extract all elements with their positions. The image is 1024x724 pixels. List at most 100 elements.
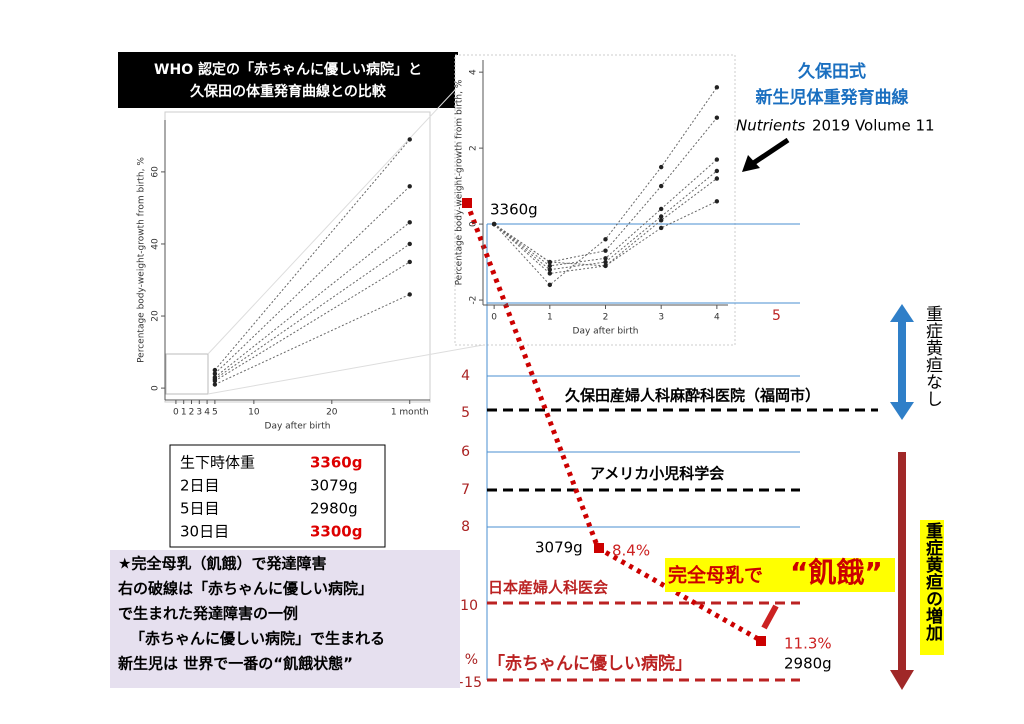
highlight <box>920 520 944 655</box>
point <box>603 237 608 242</box>
point <box>714 157 720 162</box>
point <box>603 259 608 265</box>
zoom-line <box>207 59 484 355</box>
point <box>658 218 664 223</box>
zoom-line <box>207 344 484 395</box>
weight-label: 2980g <box>784 655 832 673</box>
x-tick-label: 0 <box>173 408 179 418</box>
table-cell: 3079g <box>310 477 358 495</box>
series-line <box>493 200 718 267</box>
scale-lines <box>486 223 878 682</box>
point <box>407 292 412 297</box>
series-line <box>493 87 718 286</box>
x-tick-label: 3 <box>196 408 202 418</box>
side-label: 重症黄疸なし <box>922 305 943 407</box>
point <box>714 168 720 174</box>
y-tick-label: 20 <box>151 310 161 322</box>
point <box>491 221 497 227</box>
point <box>658 183 664 189</box>
scale-label: 8 <box>461 519 470 535</box>
table-cell: 30日目 <box>180 523 229 541</box>
scale-label: 5 <box>772 308 781 324</box>
point <box>547 263 553 269</box>
title-box <box>118 52 458 108</box>
point <box>547 282 553 288</box>
hospital: 久保田産婦人科麻酔科医院（福岡市） <box>565 387 820 405</box>
table-cell: 5日目 <box>180 500 220 518</box>
series-line <box>214 221 411 378</box>
x-tick-label: 1 <box>181 408 187 418</box>
scale-label: 6 <box>461 444 470 460</box>
arrow-head <box>890 402 914 420</box>
note-line: 右の破線は「赤ちゃんに優しい病院」 <box>118 580 373 598</box>
y-axis-label: Percentage body-weight-growth from birth… <box>137 157 147 363</box>
title: 久保田の体重発育曲線との比較 <box>189 83 387 100</box>
kubota-title: 久保田式 <box>798 61 866 82</box>
point <box>714 115 720 120</box>
series-line <box>214 243 411 380</box>
table-cell: 2980g <box>310 500 358 518</box>
point <box>714 199 720 204</box>
side-label: 重症黄疸の増加 <box>922 521 944 642</box>
point <box>603 256 608 261</box>
starve-label: “飢餓” <box>790 556 883 589</box>
x-tick-label: 10 <box>248 408 260 418</box>
series-line <box>214 185 411 375</box>
point <box>714 85 720 90</box>
x-tick-label: 5 <box>212 408 218 418</box>
y-tick-label: 40 <box>151 238 161 250</box>
title: WHO 認定の「赤ちゃんに優しい病院」と <box>154 61 422 78</box>
zoom-box <box>165 353 209 395</box>
y-axis-label: Percentage body-weight-growth from birth… <box>455 79 465 285</box>
x-tick-label: 2 <box>189 408 195 418</box>
x-tick-label: 1 <box>547 313 553 323</box>
birth-weight: 3360g <box>490 201 538 219</box>
point <box>603 263 608 269</box>
table-cell: 3300g <box>310 523 363 541</box>
loss-label: 8.4% <box>612 542 650 560</box>
scale-label: 10 <box>460 598 478 614</box>
point <box>714 176 720 181</box>
scale-label: 4 <box>461 368 470 384</box>
point <box>658 164 664 170</box>
point <box>658 225 664 231</box>
y-tick-label: -2 <box>469 296 479 305</box>
point <box>407 137 412 142</box>
note: ★完全母乳（飢餓）で発達障害右の破線は「赤ちゃんに優しい病院」で生まれた発達障害… <box>118 555 385 673</box>
note-box <box>110 550 460 688</box>
note-line: で生まれた発達障害の一例 <box>118 605 298 623</box>
weight-label: 3079g <box>535 539 583 557</box>
scale-label: 7 <box>461 482 470 498</box>
citation: 2019 Volume 11 <box>812 117 935 135</box>
arrow <box>750 137 790 167</box>
series-line <box>493 178 718 274</box>
point <box>603 248 608 253</box>
table-cell: 2日目 <box>180 477 220 495</box>
x-tick-label: 1 month <box>391 408 429 418</box>
loss-label: 11.3% <box>784 635 832 653</box>
note-line: ★完全母乳（飢餓）で発達障害 <box>118 555 326 573</box>
point <box>547 267 553 272</box>
note-line: 「赤ちゃんに優しい病院」で生まれる <box>130 630 385 648</box>
scale-label: % <box>465 652 478 668</box>
scale-label: 5 <box>461 405 470 421</box>
hospital: アメリカ小児科学会 <box>590 465 724 483</box>
point <box>407 241 412 247</box>
highlight <box>665 558 895 592</box>
series-line <box>214 293 410 385</box>
point <box>462 198 472 208</box>
x-tick-label: 4 <box>204 408 210 418</box>
hospital: 「赤ちゃんに優しい病院」 <box>488 653 692 674</box>
starve-label: 完全母乳で <box>668 564 763 587</box>
arrow-head <box>890 304 914 322</box>
table-body: 生下時体重 3360g 2日目 3079g 5日目 2980g 30日目 3300g <box>180 454 363 541</box>
x-tick-label: 2 <box>603 313 609 323</box>
point <box>547 259 553 265</box>
x-axis-label: Day after birth <box>265 422 331 432</box>
y-tick-label: 4 <box>469 69 479 75</box>
point <box>212 378 218 384</box>
note-line: 新生児は 世界で一番の“飢餓状態” <box>118 655 353 673</box>
arrow-head <box>742 155 760 172</box>
point <box>658 206 664 212</box>
